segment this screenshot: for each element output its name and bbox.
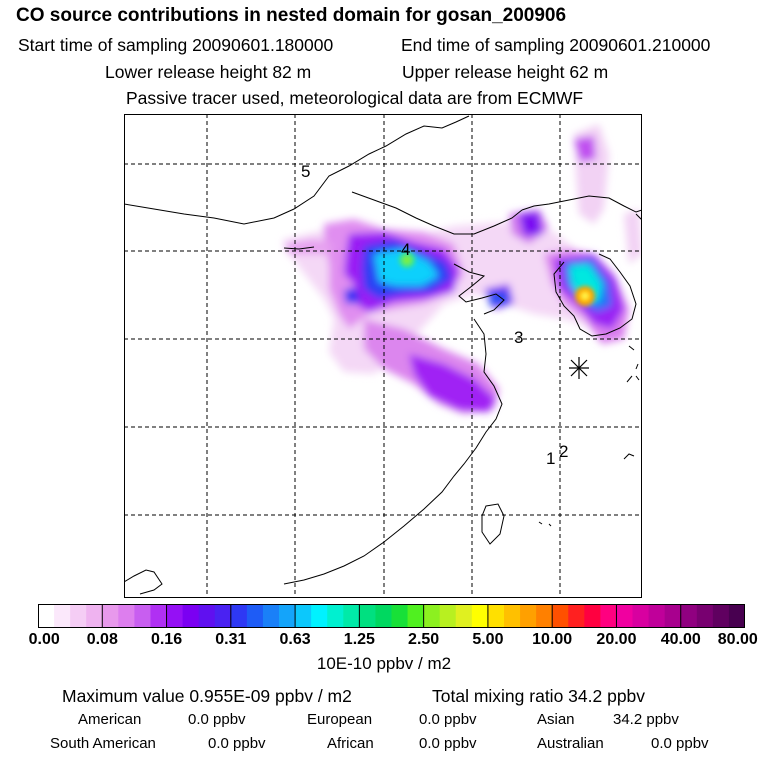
coastlines [124,115,642,595]
colorbar-tick-label: 0.00 [28,631,60,648]
colorbar-cell [182,604,200,628]
colorbar-cell [696,604,714,628]
source-name-south-american: South American [50,735,156,752]
upper-release-label: Upper release height 62 m [402,62,609,82]
map-frame [124,114,642,598]
trajectory-label-2: 2 [559,442,568,461]
colorbar-cell [246,604,264,628]
colorbar-cell [536,604,553,628]
colorbar-cell [70,604,87,628]
colorbar-cell [600,604,618,628]
colorbar-cell [150,604,168,628]
colorbar-cell [648,604,666,628]
colorbar-cell [503,604,521,628]
maximum-value: Maximum value 0.955E-09 ppbv / m2 [62,686,352,706]
end-time-label: End time of sampling 20090601.210000 [401,35,711,55]
colorbar-tick-label: 2.50 [408,631,440,648]
source-value-american: 0.0 ppbv [188,711,246,728]
colorbar-cell [568,604,585,628]
source-value-european: 0.0 ppbv [419,711,477,728]
trajectory-label-3: 3 [514,328,523,347]
map-panel: 5 4 3 2 1 [124,114,642,598]
colorbar-cell [728,604,745,628]
colorbar-cell [391,604,409,628]
colorbar-cell [230,604,248,628]
colorbar-tick-label: 0.08 [86,631,118,648]
colorbar-cell [166,604,184,628]
tracer-note: Passive tracer used, meteorological data… [126,88,584,108]
source-value-south-american: 0.0 ppbv [208,735,266,752]
colorbar-cell [455,604,473,628]
start-time-label: Start time of sampling 20090601.180000 [18,35,334,55]
colorbar-cell [439,604,457,628]
colorbar-tick-label: 80.00 [717,631,758,648]
colorbar-cell [134,604,152,628]
source-value-african: 0.0 ppbv [419,735,477,752]
colorbar-dividers [101,604,682,628]
colorbar-cell [375,604,393,628]
colorbar-cell [311,604,328,628]
colorbar-cell [632,604,650,628]
trajectory-label-4: 4 [401,240,410,259]
colorbar-tick-label: 0.63 [279,631,311,648]
colorbar-tick-label: 40.00 [660,631,701,648]
source-name-european: European [307,711,373,728]
colorbar-cell [520,604,537,628]
colorbar-cell [295,604,312,628]
colorbar-tick-label: 5.00 [472,631,504,648]
colorbar-cell [616,604,634,628]
colorbar-cell [54,604,71,628]
colorbar-cell [664,604,682,628]
colorbar-cell [487,604,505,628]
receptor-star-icon [569,357,589,379]
trajectory-label-1: 1 [546,449,555,468]
lower-release-label: Lower release height 82 m [105,62,312,82]
grid-lines [124,114,642,598]
colorbar [38,604,745,628]
source-name-australian: Australian [537,735,604,752]
colorbar-cell [359,604,377,628]
colorbar-cell [198,604,216,628]
total-mixing-ratio: Total mixing ratio 34.2 ppbv [432,686,646,706]
source-name-american: American [78,711,142,728]
colorbar-tick-label: 0.31 [215,631,247,648]
colorbar-cell [279,604,296,628]
colorbar-cell [343,604,360,628]
colorbar-cell [262,604,280,628]
colorbar-tick-label: 0.16 [150,631,183,648]
colorbar-tick-label: 10.00 [532,631,573,648]
colorbar-tick-label: 1.25 [343,631,375,648]
plot-title: CO source contributions in nested domain… [16,5,567,26]
colorbar-cell [102,604,119,628]
colorbar-cell [86,604,103,628]
colorbar-cell [327,604,344,628]
colorbar-unit: 10E-10 ppbv / m2 [316,654,452,673]
colorbar-cell [552,604,569,628]
colorbar-cells [38,604,745,628]
colorbar-cell [680,604,698,628]
source-name-asian: Asian [537,711,575,728]
colorbar-cell [712,604,730,628]
source-value-australian: 0.0 ppbv [651,735,709,752]
colorbar-cell [584,604,601,628]
trajectory-label-5: 5 [301,162,310,181]
colorbar-cell [38,604,55,628]
colorbar-cell [423,604,441,628]
colorbar-cell [118,604,136,628]
colorbar-cell [471,604,489,628]
colorbar-cell [407,604,425,628]
source-name-african: African [327,735,374,752]
colorbar-tick-label: 20.00 [596,631,637,648]
source-value-asian: 34.2 ppbv [613,711,679,728]
colorbar-cell [214,604,232,628]
